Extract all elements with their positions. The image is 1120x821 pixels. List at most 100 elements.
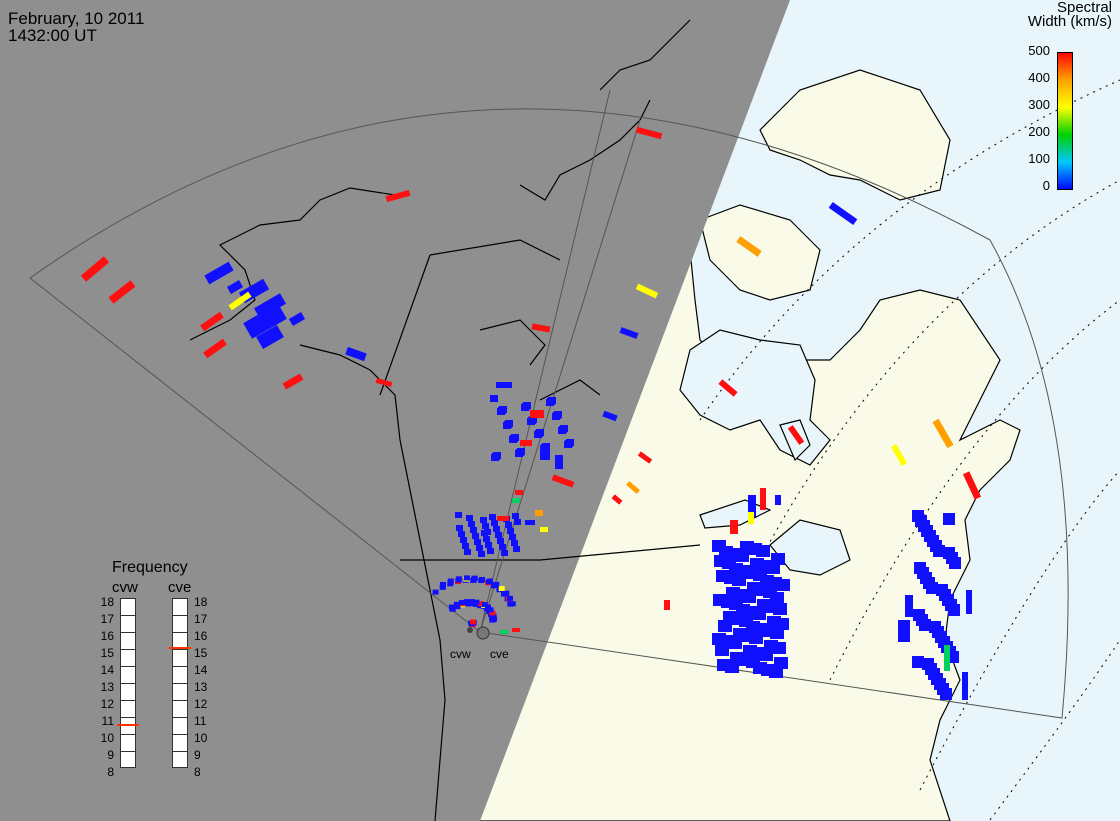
echo-cell — [743, 645, 757, 657]
echo-cell — [478, 551, 485, 557]
colorbar-title-line2: Width (km/s) — [1027, 13, 1112, 30]
echo-cell — [746, 621, 760, 633]
echo-cell — [455, 512, 462, 518]
echo-cell — [493, 581, 500, 587]
echo-cell — [513, 546, 520, 552]
echo-cell — [476, 545, 483, 551]
echo-cell — [432, 589, 439, 595]
echo-cell — [774, 657, 788, 669]
frequency-scale-tick: 10 — [194, 731, 208, 745]
echo-cell — [542, 443, 550, 450]
frequency-cell-divider — [173, 751, 187, 752]
echo-cell — [730, 652, 744, 664]
radar-sites — [467, 626, 490, 640]
frequency-cell-divider — [173, 666, 187, 667]
echo-cell — [495, 532, 502, 538]
frequency-scale-tick: 17 — [194, 612, 208, 626]
echo-cell — [966, 590, 972, 614]
echo-cell — [540, 527, 548, 532]
echo-cell — [515, 490, 523, 495]
latitude-grid — [699, 79, 1120, 821]
echo-cell — [757, 599, 771, 611]
echo-cell — [487, 548, 494, 554]
echo-cell — [753, 662, 767, 674]
echo-cell — [288, 312, 306, 326]
frequency-cell-divider — [173, 632, 187, 633]
echo-cell — [940, 688, 952, 700]
colorbar-tick: 500 — [1028, 43, 1050, 58]
echo-cell — [501, 550, 508, 556]
echo-cell — [619, 327, 639, 339]
echo-cell — [471, 575, 478, 581]
echo-cell — [477, 601, 484, 607]
echo-cell — [489, 514, 496, 520]
echo-cell — [529, 416, 537, 423]
echo-cell — [531, 323, 551, 333]
frequency-scale-tick: 10 — [100, 731, 114, 745]
echo-cell — [455, 576, 462, 582]
echo-cell — [470, 527, 477, 533]
echo-cell — [919, 619, 931, 631]
backscatter-echoes — [80, 126, 982, 700]
frequency-cell-divider — [121, 666, 135, 667]
echo-cell — [466, 515, 473, 521]
frequency-column-header: cvw — [112, 579, 138, 596]
echo-cell — [775, 495, 781, 505]
echo-cell — [481, 602, 488, 608]
frequency-column-cvw — [117, 598, 139, 768]
echo-cell — [108, 280, 136, 304]
echo-cell — [712, 633, 726, 645]
echo-cell — [480, 517, 487, 523]
echo-cell — [507, 528, 514, 534]
frequency-scale-tick: 15 — [100, 646, 114, 660]
frequency-marker-cvw — [117, 723, 139, 726]
colorbar-title-line1: Spectral — [1056, 0, 1112, 16]
frequency-scale-tick: 14 — [100, 663, 114, 677]
echo-cell — [385, 189, 411, 203]
echo-cell — [256, 324, 284, 350]
frequency-scale-tick: 11 — [101, 714, 114, 728]
radar-site-cve — [476, 626, 490, 640]
echo-cell — [948, 604, 960, 616]
echo-cell — [730, 520, 738, 534]
echo-cell — [511, 540, 518, 546]
echo-cell — [496, 382, 512, 388]
frequency-scale-tick: 12 — [100, 697, 114, 711]
echo-cell — [748, 512, 754, 524]
echo-cell — [729, 563, 743, 575]
colorbar-tick: 200 — [1028, 124, 1050, 139]
echo-cell — [719, 546, 733, 558]
echo-cell — [740, 541, 754, 553]
echo-cell — [509, 601, 516, 607]
frequency-cell-divider — [121, 649, 135, 650]
echo-cell — [375, 378, 393, 387]
echo-cell — [828, 202, 858, 225]
echo-cell — [200, 311, 224, 332]
echo-cell — [505, 420, 513, 427]
echo-cell — [511, 434, 519, 441]
frequency-marker-cve — [169, 647, 191, 650]
frequency-cell-divider — [121, 700, 135, 701]
echo-cell — [716, 570, 730, 582]
echo-cell — [490, 613, 497, 619]
echo-cell — [736, 236, 762, 257]
echo-cell — [551, 474, 575, 488]
echo-cell — [462, 543, 469, 549]
echo-cell — [932, 418, 954, 449]
echo-cell — [890, 443, 908, 467]
echo-cell — [453, 601, 460, 607]
echo-cell — [472, 533, 479, 539]
frequency-column-cve — [169, 598, 191, 768]
echo-cell — [736, 604, 750, 616]
echo-cell — [506, 595, 513, 601]
echo-cell — [560, 425, 568, 432]
frequency-scale-tick: 9 — [107, 748, 114, 762]
frequency-cell-divider — [173, 649, 187, 650]
echo-cell — [512, 513, 519, 519]
echo-cell — [228, 291, 252, 311]
frequency-cell-divider — [121, 717, 135, 718]
frequency-scale-tick: 16 — [194, 629, 208, 643]
colorbar-tick: 0 — [1042, 178, 1050, 193]
echo-cell — [555, 455, 563, 469]
great-lakes — [769, 519, 851, 576]
